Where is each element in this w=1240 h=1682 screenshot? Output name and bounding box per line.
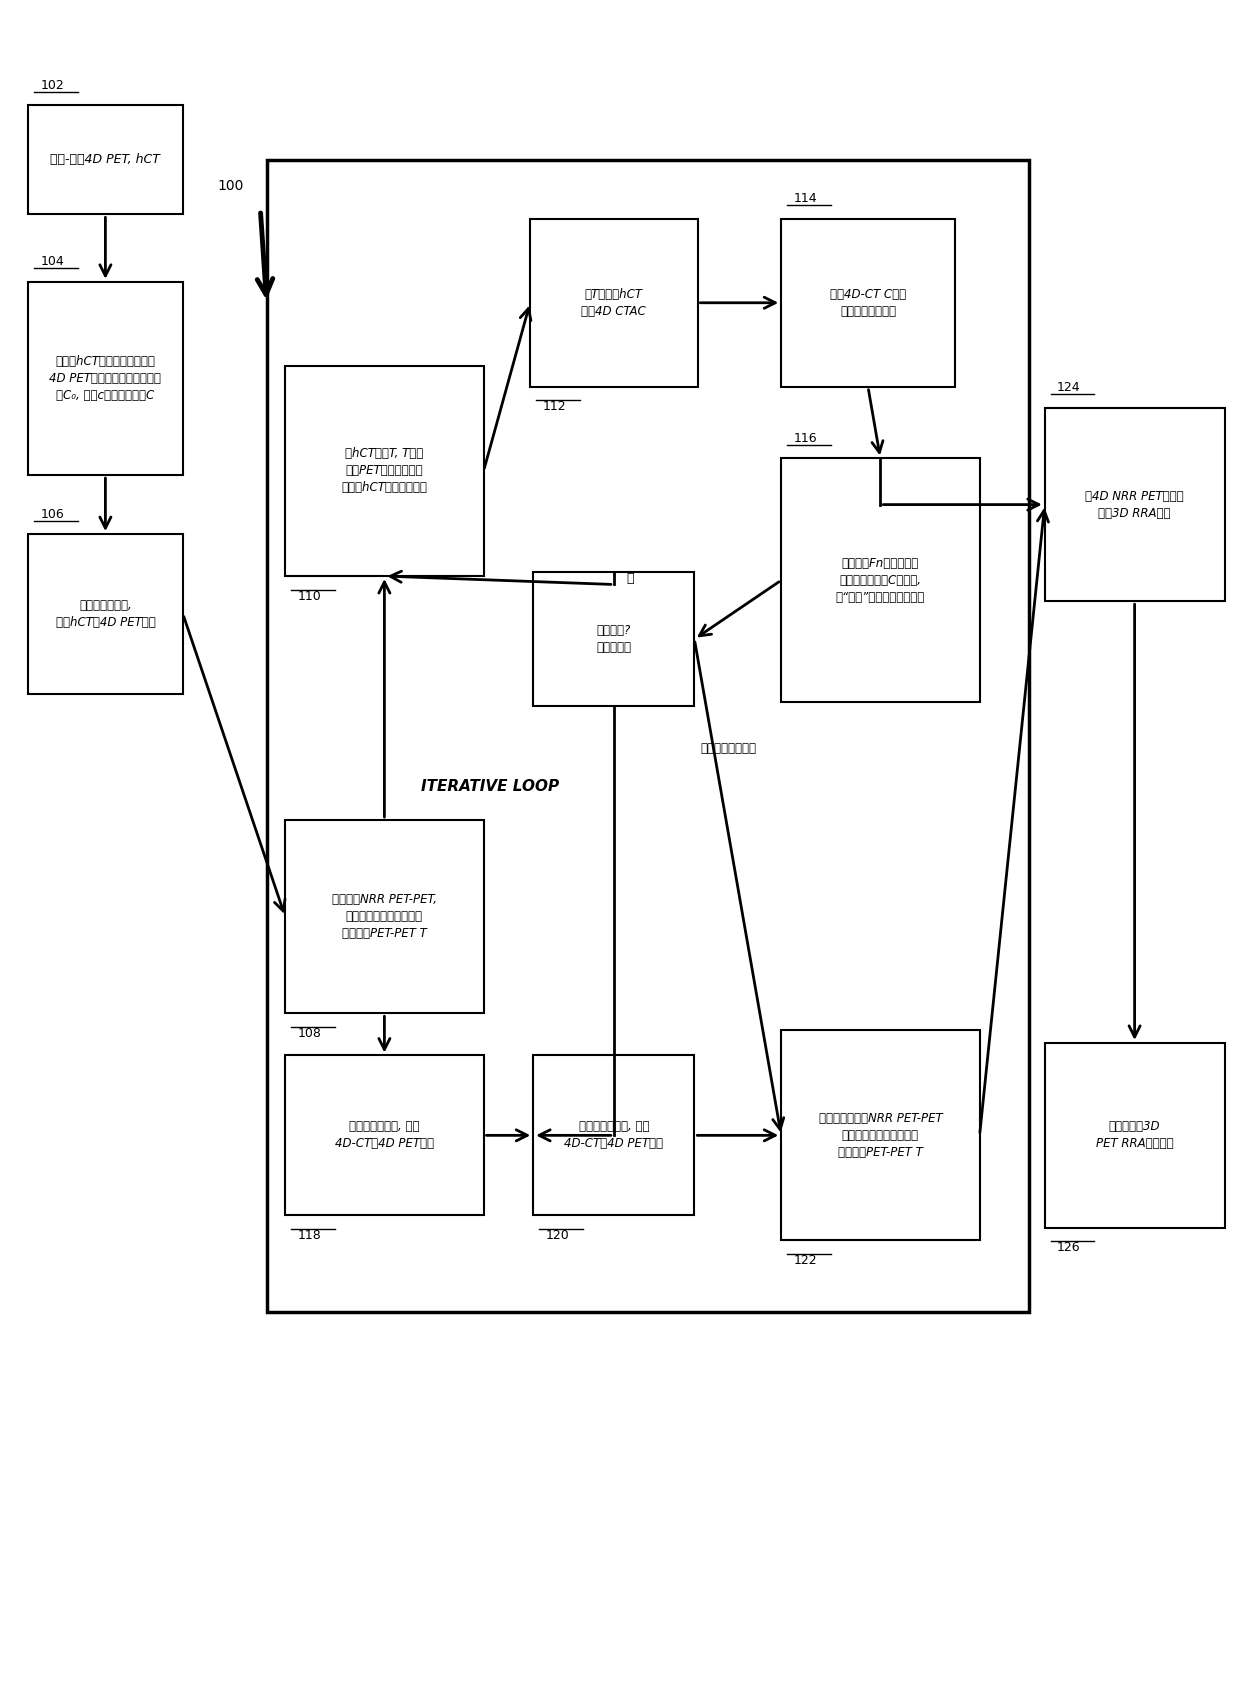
Text: 对4D NRR PET取均値
生成3D RRA容积: 对4D NRR PET取均値 生成3D RRA容积: [1085, 489, 1184, 520]
Text: 112: 112: [543, 400, 567, 414]
Text: 是: 是: [626, 572, 634, 585]
FancyBboxPatch shape: [29, 106, 184, 215]
Text: 100: 100: [217, 180, 243, 193]
FancyBboxPatch shape: [1044, 1043, 1225, 1228]
Text: 102: 102: [41, 79, 64, 93]
FancyBboxPatch shape: [267, 160, 1029, 1312]
FancyBboxPatch shape: [285, 367, 484, 575]
FancyBboxPatch shape: [285, 821, 484, 1013]
Text: 否（全部子区段）: 否（全部子区段）: [701, 742, 756, 755]
Text: 120: 120: [546, 1228, 569, 1241]
Text: 116: 116: [794, 432, 817, 444]
FancyBboxPatch shape: [781, 459, 980, 703]
Text: 126: 126: [1058, 1241, 1081, 1255]
Text: 完成输出的3D
PET RRA图像容积: 完成输出的3D PET RRA图像容积: [1096, 1120, 1173, 1150]
FancyBboxPatch shape: [533, 572, 694, 706]
Text: 执行全局NRR PET-PET,
生成从每个子区段到参考
子区段的PET-PET T: 执行全局NRR PET-PET, 生成从每个子区段到参考 子区段的PET-PET…: [332, 893, 436, 940]
Text: 114: 114: [794, 192, 817, 205]
FancyBboxPatch shape: [531, 219, 697, 387]
FancyBboxPatch shape: [285, 1056, 484, 1214]
FancyBboxPatch shape: [29, 281, 184, 476]
FancyBboxPatch shape: [1044, 409, 1225, 602]
Text: 118: 118: [298, 1228, 321, 1241]
FancyBboxPatch shape: [29, 535, 184, 693]
Text: 为hCT生成T, T基于
参考PET子区段和最大
一致性hCT子区段的组合: 为hCT生成T, T基于 参考PET子区段和最大 一致性hCT子区段的组合: [341, 447, 428, 495]
Text: 更新4D-CT C矩阵
得到更新的一致性: 更新4D-CT C矩阵 得到更新的一致性: [830, 288, 906, 318]
Text: 108: 108: [298, 1026, 321, 1039]
Text: 110: 110: [298, 590, 321, 602]
Text: 查找与hCT具有最大一致性的
4D PET子区段计算每个子区段
的C₀, 存储c一致性的阵列C: 查找与hCT具有最大一致性的 4D PET子区段计算每个子区段 的C₀, 存储c…: [50, 355, 161, 402]
Text: 是否继续?
每个子区段: 是否继续? 每个子区段: [596, 624, 631, 654]
Text: ITERATIVE LOOP: ITERATIVE LOOP: [420, 779, 559, 794]
Text: 执行最后的全局NRR PET-PET
生成从每个子区段到参考
子区段的PET-PET T: 执行最后的全局NRR PET-PET 生成从每个子区段到参考 子区段的PET-P…: [818, 1112, 942, 1159]
Text: 106: 106: [41, 508, 64, 521]
Text: 122: 122: [794, 1255, 817, 1267]
Text: 将T应用于hCT
生成4D CTAC: 将T应用于hCT 生成4D CTAC: [582, 288, 646, 318]
Text: 更新目标Fn矩阵对应于
每个子区段确定C的变化,
与“停止”准则比较迭代循环: 更新目标Fn矩阵对应于 每个子区段确定C的变化, 与“停止”准则比较迭代循环: [836, 557, 925, 604]
Text: 对于所有子区段,
利用hCT的4D PET重构: 对于所有子区段, 利用hCT的4D PET重构: [56, 599, 155, 629]
Text: 开始-输入4D PET, hCT: 开始-输入4D PET, hCT: [51, 153, 160, 167]
Text: 124: 124: [1058, 382, 1081, 395]
Text: 104: 104: [41, 256, 64, 269]
Text: 对于所有子区段, 利用
4D-CT的4D PET重构: 对于所有子区段, 利用 4D-CT的4D PET重构: [564, 1120, 663, 1150]
FancyBboxPatch shape: [781, 219, 955, 387]
Text: 对于所有子区段, 利用
4D-CT的4D PET重构: 对于所有子区段, 利用 4D-CT的4D PET重构: [335, 1120, 434, 1150]
FancyBboxPatch shape: [781, 1029, 980, 1241]
FancyBboxPatch shape: [533, 1056, 694, 1214]
